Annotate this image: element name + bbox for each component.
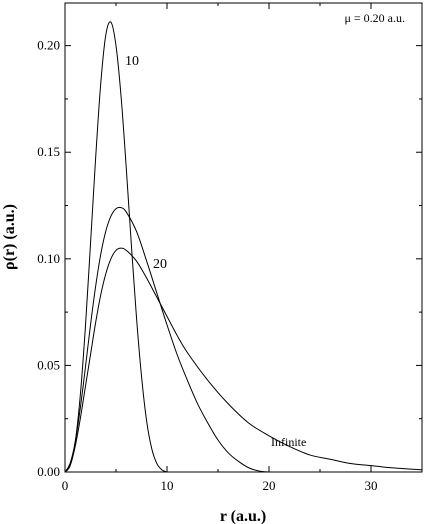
x-axis: 0 10 20 30: [62, 3, 378, 493]
series-line-1: [64, 206, 270, 473]
y-tick-label: 0.05: [37, 357, 60, 372]
series-group: [64, 21, 423, 473]
y-tick-label: 0.20: [37, 38, 60, 53]
series-line-2: [64, 247, 423, 473]
x-tick-label: 30: [365, 478, 378, 493]
series-label-infinite: Infinite: [271, 435, 306, 449]
plot-frame: [64, 2, 423, 473]
y-axis-title: ρ(r) (a.u.): [1, 204, 18, 270]
plot-area: [64, 2, 423, 473]
x-tick-label: 0: [62, 478, 69, 493]
series-label-20: 20: [153, 257, 167, 272]
x-axis-title: r (a.u.): [220, 508, 266, 524]
series-line-0: [64, 21, 168, 473]
x-tick-label: 20: [263, 478, 276, 493]
series-label-10: 10: [125, 54, 139, 69]
x-tick-label: 10: [161, 478, 174, 493]
y-tick-label: 0.00: [37, 464, 60, 479]
y-axis: 0.00 0.05 0.10 0.15 0.20: [37, 38, 422, 479]
y-tick-label: 0.10: [37, 251, 60, 266]
mu-annotation: μ = 0.20 a.u.: [344, 11, 405, 25]
y-tick-label: 0.15: [37, 144, 60, 159]
